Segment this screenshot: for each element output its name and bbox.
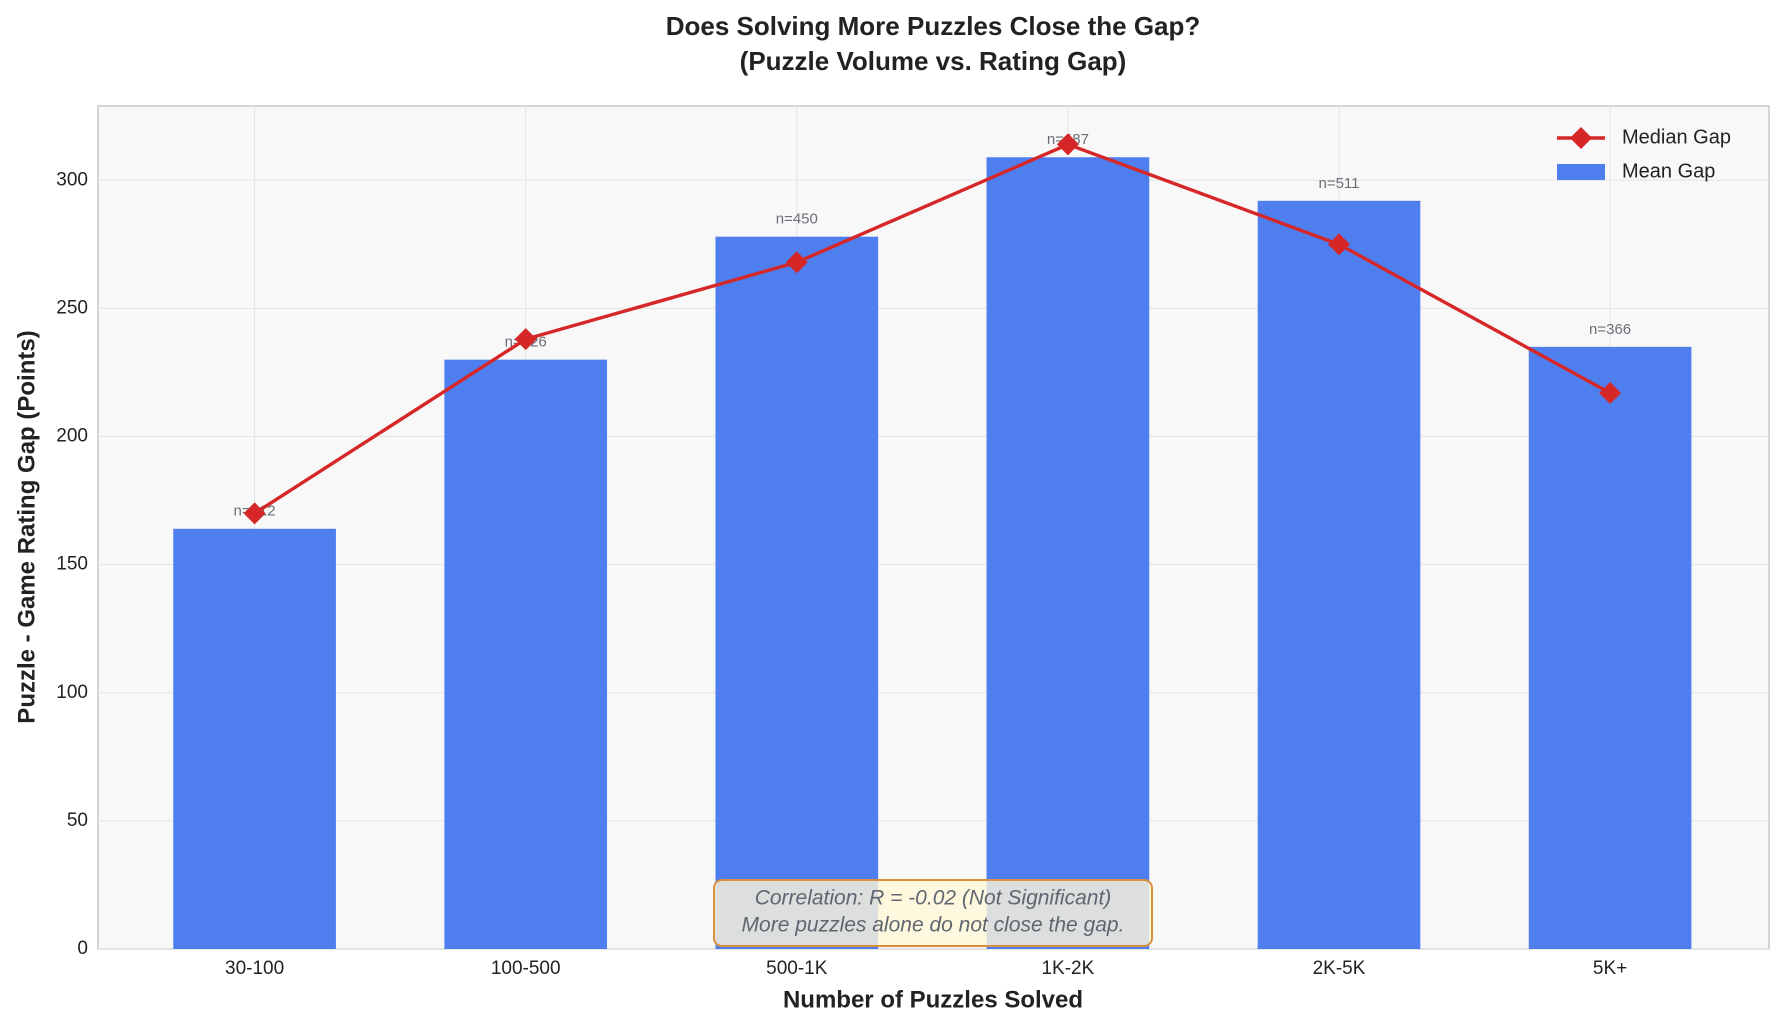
y-tick-label: 300: [56, 169, 88, 190]
bar: [715, 236, 879, 950]
sample-label: n=511: [1318, 175, 1359, 192]
marker: [1599, 381, 1622, 404]
chart-subtitle: (Puzzle Volume vs. Rating Gap): [740, 46, 1127, 76]
y-tick-label: 250: [56, 297, 88, 318]
sample-label: n=366: [1589, 321, 1631, 338]
legend-swatch: [1557, 164, 1605, 180]
y-tick-label: 0: [77, 938, 88, 959]
line: [253, 142, 1611, 515]
plot-area: [97, 105, 1770, 950]
y-tick-label: 200: [56, 426, 88, 447]
marker: [1056, 133, 1079, 156]
x-axis-title: Number of Puzzles Solved: [783, 986, 1083, 1013]
annotation-text: Correlation: R = -0.02 (Not Significant): [755, 887, 1112, 910]
legend-marker: [1570, 127, 1592, 149]
x-tick-label: 5K+: [1593, 958, 1627, 979]
annotation-text: More puzzles alone do not close the gap.: [742, 914, 1125, 937]
x-tick-label: 500-1K: [766, 958, 828, 979]
chart-title: Does Solving More Puzzles Close the Gap?: [666, 11, 1201, 41]
marker: [243, 502, 266, 525]
marker: [1328, 233, 1350, 256]
bar: [1257, 200, 1421, 949]
x-tick-label: 2K-5K: [1313, 958, 1366, 979]
legend-label: Mean Gap: [1622, 160, 1715, 182]
bar: [986, 157, 1150, 949]
sample-label: n=450: [776, 211, 818, 228]
x-tick-label: 30-100: [225, 958, 284, 979]
x-tick-label: 1K-2K: [1041, 958, 1094, 979]
marker: [785, 251, 808, 274]
y-tick-label: 50: [67, 810, 88, 831]
y-axis-title: Puzzle - Game Rating Gap (Points): [13, 330, 40, 723]
bar: [444, 359, 608, 949]
annotation: Correlation: R = -0.02 (Not Significant)…: [713, 879, 1153, 947]
bar: [1528, 346, 1692, 949]
legend-label: Median Gap: [1622, 126, 1731, 148]
bar: [173, 528, 336, 949]
y-tick-label: 150: [56, 554, 88, 575]
y-tick-label: 100: [56, 682, 88, 703]
marker: [514, 328, 537, 351]
x-tick-label: 100-500: [491, 958, 561, 979]
annotation-box: [713, 879, 1153, 947]
